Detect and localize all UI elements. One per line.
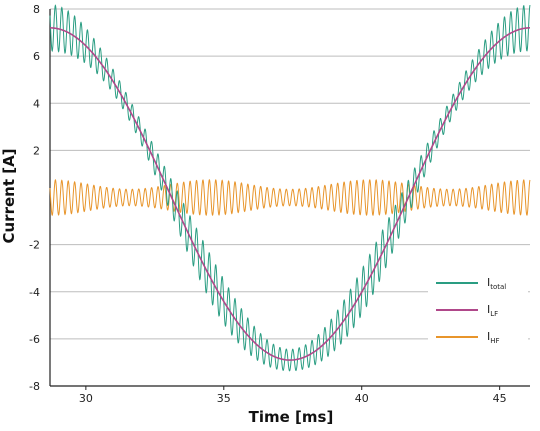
x-tick-label: 45 bbox=[493, 392, 507, 405]
x-axis-title: Time [ms] bbox=[249, 408, 334, 426]
series-line-hf bbox=[49, 178, 531, 217]
legend: Itotal ILF IHF bbox=[428, 266, 528, 346]
axes bbox=[49, 9, 530, 387]
x-tick-label: 35 bbox=[217, 392, 231, 405]
legend-label: ILF bbox=[487, 303, 498, 318]
y-tick-label: -8 bbox=[29, 380, 40, 393]
legend-label: Itotal bbox=[487, 276, 506, 291]
y-tick-label: -2 bbox=[29, 239, 40, 252]
y-tick-label: 8 bbox=[33, 3, 40, 16]
legend-box bbox=[428, 266, 528, 346]
y-tick-label: -4 bbox=[29, 286, 40, 299]
x-tick-label: 30 bbox=[79, 392, 93, 405]
x-tick-label: 40 bbox=[355, 392, 369, 405]
series-layer bbox=[49, 4, 531, 372]
series-line-total bbox=[49, 4, 531, 372]
grid-lines bbox=[50, 8, 530, 387]
y-tick-label: 4 bbox=[33, 97, 40, 110]
legend-label: IHF bbox=[487, 330, 500, 345]
y-tick-label: 6 bbox=[33, 50, 40, 63]
y-tick-labels: 8 6 4 2 -2 -4 -6 -8 bbox=[29, 3, 40, 393]
y-tick-label: 2 bbox=[33, 144, 40, 157]
y-axis-title: Current [A] bbox=[0, 148, 18, 243]
series-line-lf bbox=[49, 27, 531, 361]
y-tick-label: -6 bbox=[29, 333, 40, 346]
x-tick-labels: 30 35 40 45 bbox=[79, 386, 507, 405]
